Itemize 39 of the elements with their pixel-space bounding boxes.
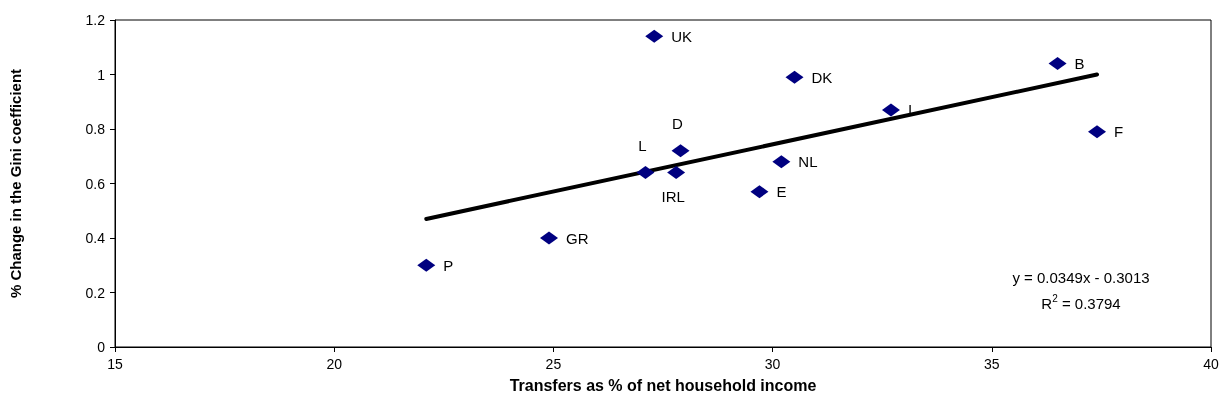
annotation: IRL (661, 187, 685, 205)
point (1048, 57, 1067, 71)
point (645, 29, 664, 43)
x-tick-label: 25 (545, 356, 562, 372)
x-tick-label: 30 (764, 356, 781, 372)
x-tick-label: 15 (107, 356, 123, 372)
point (1088, 125, 1107, 139)
point (785, 70, 804, 84)
annotation: F (1114, 123, 1124, 141)
y-tick-label: 0 (97, 339, 106, 355)
x-tick-label: 40 (1203, 356, 1219, 372)
point (667, 166, 686, 180)
annotation: L (638, 136, 647, 154)
annotation: GR (566, 229, 589, 247)
y-tick-label: 1 (97, 66, 106, 83)
point (750, 185, 769, 199)
y-tick-label: 0.2 (85, 284, 106, 301)
point (881, 103, 900, 117)
y-tick-label: 0.8 (85, 121, 106, 137)
point (636, 166, 655, 180)
y-axis-title: % Change in the Gini coefficient (7, 68, 24, 299)
x-axis-title: Transfers as % of net household income (509, 376, 817, 394)
annotation: NL (798, 153, 818, 171)
point (772, 155, 791, 169)
x-tick-label: 20 (326, 356, 343, 372)
annotation: DK (811, 68, 833, 86)
y-tick-label: 0.6 (85, 175, 106, 192)
annotation: y = 0.0349x - 0.3013 (1012, 268, 1150, 286)
y-tick-label: 1.2 (85, 12, 106, 28)
point (417, 258, 436, 272)
x-tick-label: 35 (984, 356, 1000, 372)
annotation: B (1074, 55, 1085, 73)
annotation: P (443, 256, 454, 274)
y-tick-label: 0.4 (85, 230, 106, 246)
point (671, 144, 690, 158)
annotation: D (672, 114, 684, 132)
annotation: E (776, 183, 787, 201)
annotation: UK (671, 27, 693, 45)
point (540, 231, 559, 245)
